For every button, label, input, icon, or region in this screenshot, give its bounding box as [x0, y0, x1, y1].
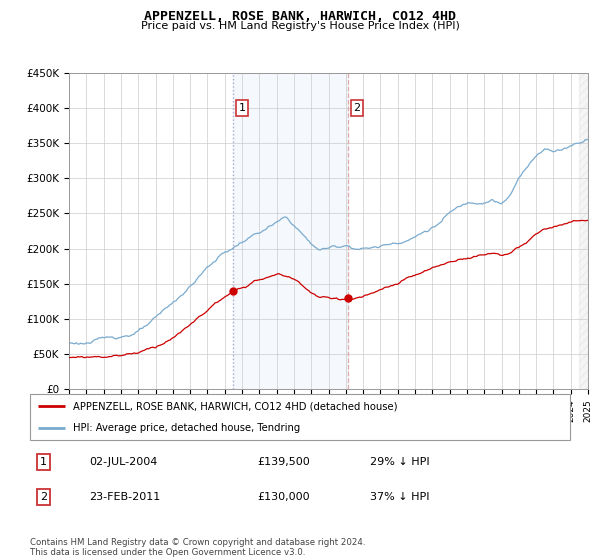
Text: 2: 2	[353, 103, 361, 113]
Text: £130,000: £130,000	[257, 492, 310, 502]
Text: £139,500: £139,500	[257, 456, 310, 466]
Text: 37% ↓ HPI: 37% ↓ HPI	[370, 492, 430, 502]
Text: HPI: Average price, detached house, Tendring: HPI: Average price, detached house, Tend…	[73, 423, 301, 433]
FancyBboxPatch shape	[30, 394, 570, 440]
Text: APPENZELL, ROSE BANK, HARWICH, CO12 4HD (detached house): APPENZELL, ROSE BANK, HARWICH, CO12 4HD …	[73, 401, 398, 411]
Text: APPENZELL, ROSE BANK, HARWICH, CO12 4HD: APPENZELL, ROSE BANK, HARWICH, CO12 4HD	[144, 10, 456, 23]
Text: 2: 2	[40, 492, 47, 502]
Text: 02-JUL-2004: 02-JUL-2004	[89, 456, 158, 466]
Text: Price paid vs. HM Land Registry's House Price Index (HPI): Price paid vs. HM Land Registry's House …	[140, 21, 460, 31]
Text: 1: 1	[40, 456, 47, 466]
Bar	[233, 73, 349, 389]
Text: Contains HM Land Registry data © Crown copyright and database right 2024.
This d: Contains HM Land Registry data © Crown c…	[30, 538, 365, 557]
Text: 1: 1	[239, 103, 245, 113]
Text: 23-FEB-2011: 23-FEB-2011	[89, 492, 161, 502]
Bar	[580, 73, 588, 389]
Text: 29% ↓ HPI: 29% ↓ HPI	[370, 456, 430, 466]
